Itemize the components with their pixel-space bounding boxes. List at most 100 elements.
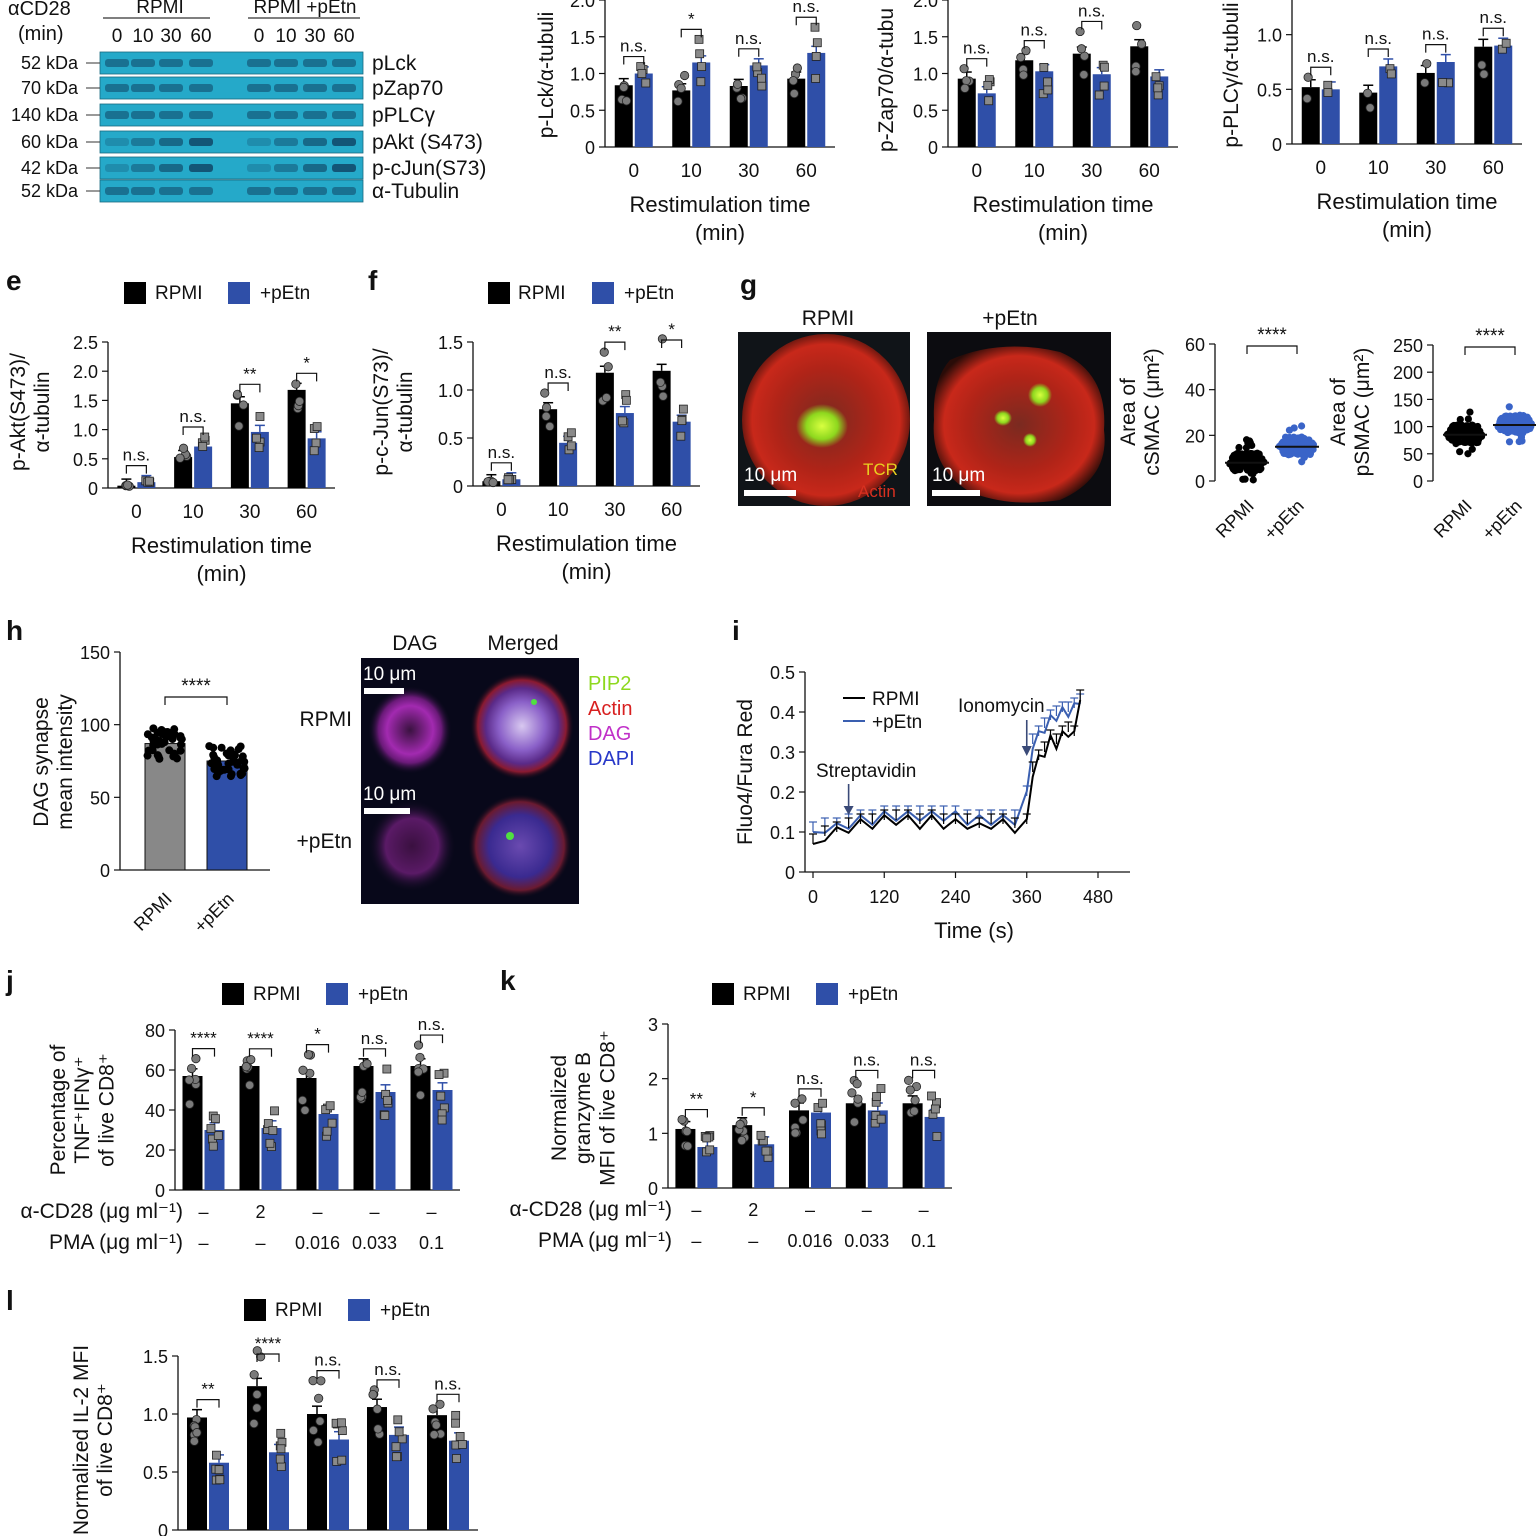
blot-time-label: 0 <box>254 26 265 47</box>
data-point <box>1422 59 1432 69</box>
data-point <box>234 745 243 754</box>
y-tick-label: 0.4 <box>770 703 795 723</box>
data-point <box>1249 476 1257 484</box>
pma-value: 0.1 <box>419 1233 444 1253</box>
pma-row-label: PMA (μg ml⁻¹) <box>49 1231 183 1254</box>
bar <box>1359 92 1378 144</box>
bar <box>194 446 213 488</box>
significance-bracket <box>738 48 760 57</box>
x-tick-label: 30 <box>239 502 260 523</box>
y-tick-label: 3 <box>648 1015 658 1035</box>
y-axis-label: p-Lck/α-tubuli <box>535 12 558 139</box>
data-point <box>265 1138 275 1148</box>
alpha-cd28-value: – <box>369 1202 379 1222</box>
legend-label-petn: +pEtn <box>624 283 674 304</box>
data-point <box>452 1454 461 1463</box>
data-point <box>503 475 513 485</box>
data-point <box>1420 78 1430 88</box>
significance-label: ** <box>690 1090 704 1109</box>
blot-protein-label: pZap70 <box>372 77 443 100</box>
significance-bracket <box>1464 346 1516 355</box>
alpha-cd28-value: – <box>312 1202 322 1222</box>
data-point <box>673 96 683 107</box>
data-point <box>428 1404 438 1414</box>
y-axis-label-line: of live CD8⁺ <box>94 1383 117 1497</box>
data-point <box>694 34 704 44</box>
blot-band <box>332 84 356 92</box>
data-point <box>1505 403 1513 411</box>
y-tick-label: 1.0 <box>438 381 463 401</box>
data-point <box>436 1091 446 1101</box>
legend-label-petn: +pEtn <box>358 984 408 1005</box>
blot-group1-label: RPMI <box>136 0 184 18</box>
blot-band <box>274 187 298 195</box>
data-point <box>192 1428 202 1438</box>
y-tick-label: 0 <box>1195 472 1205 492</box>
blot-band <box>274 138 298 146</box>
data-point <box>1235 454 1243 462</box>
data-point <box>1456 422 1464 430</box>
data-point <box>249 1370 259 1380</box>
chart-e: 0 0.5 1.0 1.5 2.0 2.5 n.s. 0 n.s. 10 ** 30 * 60 Restim… <box>73 333 335 586</box>
data-point <box>757 81 767 91</box>
data-point <box>1285 426 1294 434</box>
significance-bracket <box>1425 44 1447 53</box>
x-tick-label: 360 <box>1012 887 1042 907</box>
blot-band <box>105 187 129 195</box>
bar <box>187 1417 207 1530</box>
legend-swatch-petn <box>326 983 348 1005</box>
bar <box>1416 72 1435 144</box>
x-axis-label: Time (s) <box>934 918 1014 943</box>
y-axis-label-line: α-tubulin <box>394 371 417 452</box>
blot-band <box>189 138 213 146</box>
data-point <box>435 1399 445 1409</box>
legend-j: RPMI +pEtn <box>222 983 408 1005</box>
data-point <box>1226 460 1234 468</box>
significance-bracket <box>966 58 988 67</box>
significance-bracket <box>182 426 204 436</box>
data-point <box>143 730 152 739</box>
y-tick-label: 0.5 <box>913 101 938 121</box>
blot-band <box>189 59 213 67</box>
legend-swatch-petn <box>348 1299 370 1321</box>
data-point <box>238 400 249 410</box>
data-point <box>434 1070 444 1079</box>
significance-label: ** <box>201 1380 215 1399</box>
x-axis-label: Restimulation time <box>973 192 1154 217</box>
bar <box>1474 46 1493 145</box>
data-point <box>215 1475 225 1485</box>
blot-header-acd28: αCD28 <box>8 0 71 20</box>
x-axis-label: Restimulation time <box>630 192 811 217</box>
data-point <box>905 1085 915 1095</box>
y-tick-label: 2.0 <box>570 0 595 11</box>
data-point <box>207 759 216 768</box>
data-point <box>252 433 261 443</box>
data-point <box>325 1101 335 1111</box>
data-point <box>276 1428 286 1438</box>
data-point <box>1298 450 1307 459</box>
significance-bracket <box>419 1034 444 1044</box>
data-point <box>1365 103 1375 113</box>
blot-band <box>105 164 129 172</box>
blot-protein-label: pPLCγ <box>372 104 436 127</box>
legend-e: RPMI +pEtn <box>124 282 310 304</box>
data-point <box>1043 85 1053 95</box>
y-tick-label: 0 <box>1272 135 1282 155</box>
y-axis-label: p-Zap70/α-tubu <box>875 8 898 152</box>
data-point <box>205 742 214 751</box>
legend-label-rpmi: RPMI <box>518 283 566 304</box>
blot-band <box>189 84 213 92</box>
blot-band <box>189 187 213 195</box>
data-point <box>176 746 185 755</box>
y-tick-label: 2.0 <box>913 0 938 11</box>
y-axis-label-line: p-Zap70/α-tubu <box>875 8 898 152</box>
y-tick-label: 0 <box>785 863 795 883</box>
data-point <box>316 1376 326 1386</box>
h-scale-text-rpmi: 10 μm <box>363 664 416 685</box>
y-tick-label: 1.0 <box>913 65 938 85</box>
significance-bracket <box>248 1048 273 1057</box>
y-tick-label: 50 <box>90 788 110 808</box>
data-point <box>249 1418 259 1429</box>
y-axis-label: Area ofpSMAC (μm²) <box>1327 348 1374 477</box>
y-axis-label-line: p-Akt(S473)/ <box>7 353 30 471</box>
